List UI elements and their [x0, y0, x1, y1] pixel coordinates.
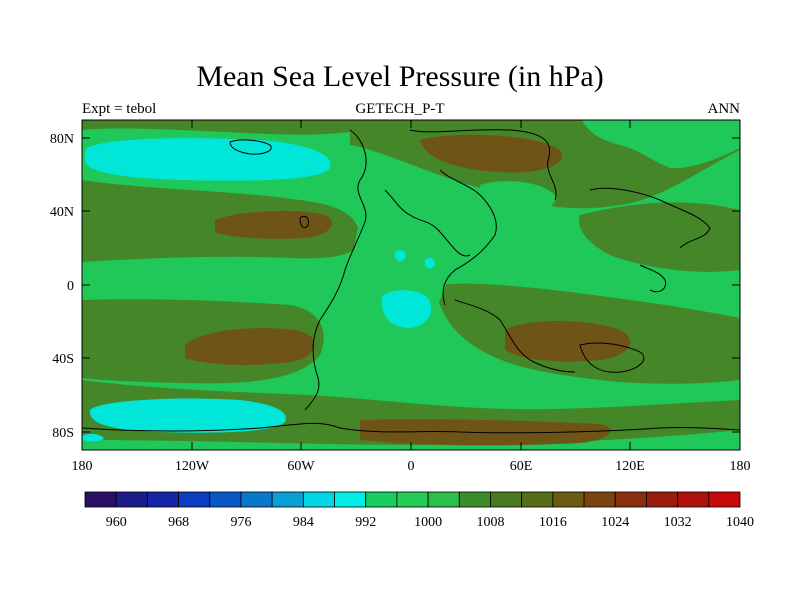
- map-title: Mean Sea Level Pressure (in hPa): [196, 60, 604, 93]
- lon-label-0: 0: [408, 459, 415, 474]
- field-low-small-atlantic-2: [425, 257, 435, 269]
- colorbar-swatch: [334, 491, 367, 508]
- coastline-asia: [589, 187, 711, 249]
- field-low-central-asia: [479, 181, 556, 216]
- colorbar-swatch: [302, 491, 335, 508]
- colorbar-swatch: [240, 491, 273, 508]
- colorbar-label: 984: [293, 515, 314, 530]
- colorbar-label: 1016: [539, 515, 567, 530]
- colorbar-label: 1032: [664, 515, 692, 530]
- field-low-tropical-asia: [440, 245, 740, 312]
- lat-label-80n: 80N: [50, 132, 74, 147]
- colorbar-swatch: [708, 491, 741, 508]
- colorbar-swatch: [84, 491, 117, 508]
- colorbar-swatch: [209, 491, 242, 508]
- coastline-north-america-east: [384, 189, 471, 257]
- colorbar-swatch: [677, 491, 710, 508]
- colorbar-swatch: [458, 491, 491, 508]
- coastline-americas: [304, 129, 367, 411]
- colorbar-label: 968: [168, 515, 189, 530]
- colorbar-label: 1008: [476, 515, 504, 530]
- colorbar: [84, 491, 741, 508]
- colorbar-swatch: [521, 491, 554, 508]
- colorbar-label: 1000: [414, 515, 442, 530]
- field-high-indian-ocean: [505, 321, 631, 362]
- colorbar-swatch: [646, 491, 679, 508]
- colorbar-swatch: [115, 491, 148, 508]
- pressure-field: [82, 120, 740, 450]
- coastline-antarctica: [81, 422, 741, 434]
- colorbar-swatch: [365, 491, 398, 508]
- lon-label-120e: 120E: [615, 459, 645, 474]
- lon-label-180w: 180: [72, 459, 93, 474]
- colorbar-swatch: [178, 491, 211, 508]
- coastline-eurasia-north: [409, 129, 557, 201]
- field-low-south-pacific: [89, 398, 286, 433]
- coastlines: [81, 129, 741, 434]
- lat-label-80s: 80S: [52, 426, 74, 441]
- colorbar-swatch: [271, 491, 304, 508]
- field-band-north-polar: [82, 120, 350, 135]
- colorbar-label: 1040: [726, 515, 754, 530]
- field-low-south-atlantic: [381, 290, 432, 328]
- coastline-arctic-island: [229, 139, 272, 155]
- lon-label-120w: 120W: [175, 459, 210, 474]
- lat-label-40n: 40N: [50, 205, 74, 220]
- field-low-north-pacific: [85, 138, 331, 181]
- field-band-east-asia: [579, 202, 740, 272]
- coastline-europe-africa: [439, 169, 497, 306]
- colorbar-swatch: [146, 491, 179, 508]
- field-low-arctic: [582, 120, 740, 169]
- colorbar-label: 992: [355, 515, 376, 530]
- colorbar-labels: 960 968 976 984 992 1000 1008 1016 1024 1032 1040: [106, 515, 754, 530]
- colorbar-swatch: [614, 491, 647, 508]
- coastline-africa-south: [454, 299, 576, 373]
- colorbar-swatch: [552, 491, 585, 508]
- colorbar-label: 1024: [601, 515, 629, 530]
- coastline-east-asia-islands: [639, 264, 667, 293]
- coastline-australia: [579, 342, 645, 373]
- lon-label-60e: 60E: [510, 459, 533, 474]
- colorbar-swatch: [396, 491, 429, 508]
- colorbar-swatch: [583, 491, 616, 508]
- field-high-north-pacific: [215, 210, 333, 239]
- colorbar-swatch: [490, 491, 523, 508]
- axis-ticks: [82, 120, 740, 450]
- colorbar-swatch: [427, 491, 460, 508]
- lat-label-0: 0: [67, 279, 74, 294]
- field-low-antarctic-edge: [82, 433, 104, 442]
- lon-label-180e: 180: [730, 459, 751, 474]
- field-low-small-atlantic: [395, 249, 406, 262]
- field-high-south-pacific: [185, 328, 315, 366]
- colorbar-label: 976: [230, 515, 251, 530]
- colorbar-label: 960: [106, 515, 127, 530]
- dataset-label: GETECH_P-T: [355, 101, 445, 117]
- lon-label-60w: 60W: [287, 459, 315, 474]
- season-label: ANN: [707, 101, 741, 117]
- coastline-pacific-island: [299, 215, 309, 229]
- field-high-asia: [420, 134, 562, 173]
- lat-label-40s: 40S: [52, 352, 74, 367]
- experiment-label: Expt = tebol: [82, 101, 157, 117]
